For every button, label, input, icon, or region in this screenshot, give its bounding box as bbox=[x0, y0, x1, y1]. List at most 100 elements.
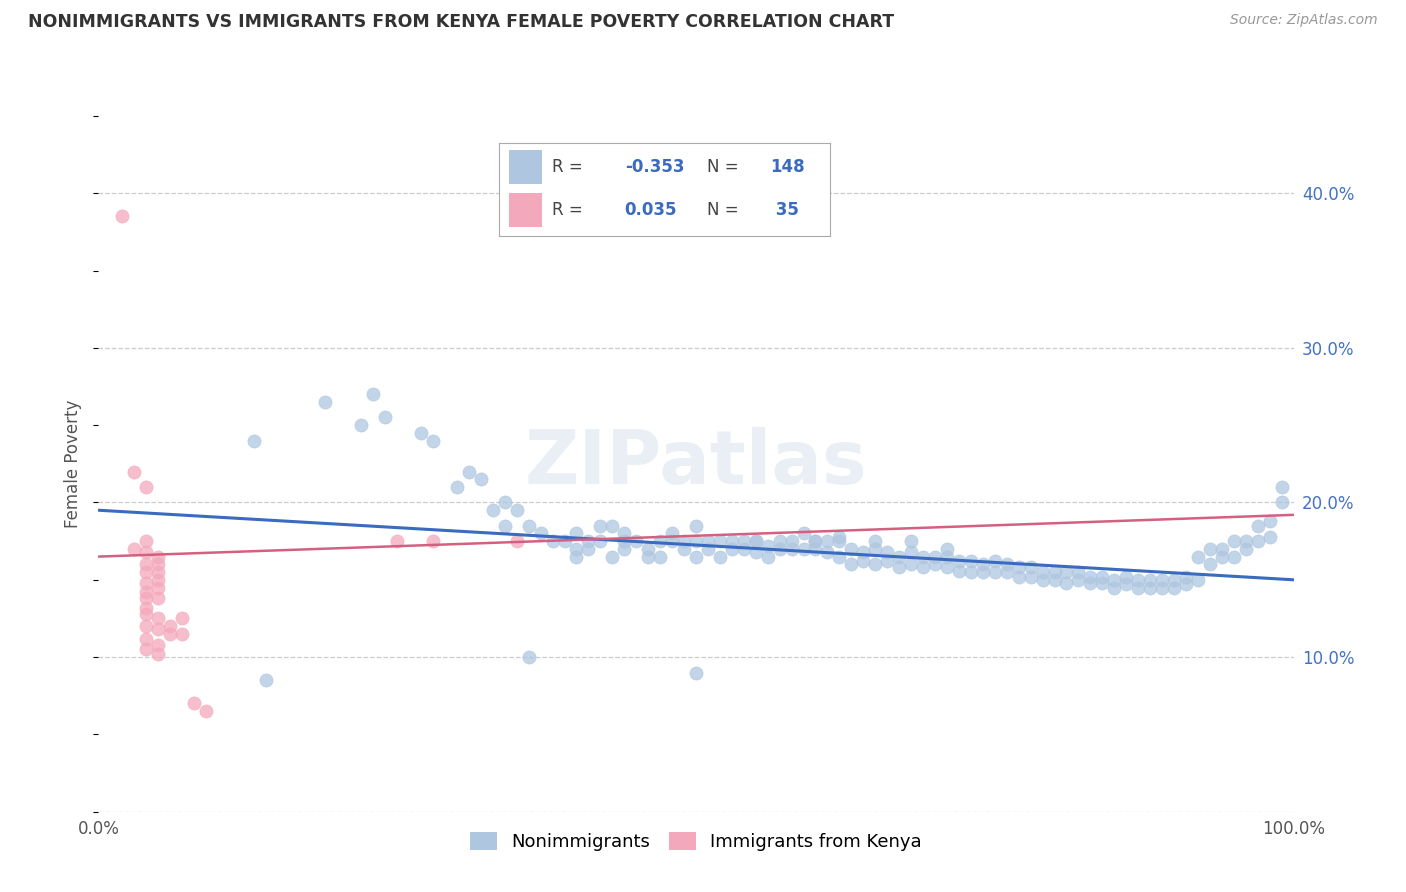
Text: 0.035: 0.035 bbox=[624, 202, 678, 219]
Point bbox=[1175, 577, 1198, 591]
Point bbox=[148, 549, 170, 564]
FancyBboxPatch shape bbox=[509, 194, 543, 227]
Point bbox=[900, 558, 922, 572]
Point bbox=[1067, 573, 1090, 587]
Point bbox=[948, 554, 970, 568]
Point bbox=[565, 549, 588, 564]
Point bbox=[411, 425, 433, 440]
Point bbox=[733, 534, 755, 549]
Point bbox=[172, 611, 194, 625]
Point bbox=[900, 534, 922, 549]
Legend: Nonimmigrants, Immigrants from Kenya: Nonimmigrants, Immigrants from Kenya bbox=[463, 824, 929, 858]
Point bbox=[972, 565, 994, 579]
Point bbox=[1019, 570, 1042, 584]
Point bbox=[745, 534, 768, 549]
Point bbox=[1043, 565, 1066, 579]
Point bbox=[924, 549, 946, 564]
Point bbox=[804, 541, 827, 556]
Point bbox=[828, 529, 851, 543]
Point bbox=[1163, 573, 1185, 587]
Point bbox=[1150, 573, 1173, 587]
Point bbox=[350, 418, 373, 433]
Point bbox=[863, 541, 887, 556]
Point bbox=[959, 554, 981, 568]
Point bbox=[756, 539, 779, 553]
Point bbox=[565, 526, 588, 541]
Point bbox=[637, 549, 659, 564]
Point bbox=[685, 665, 707, 680]
Point bbox=[148, 638, 170, 652]
Point bbox=[804, 534, 827, 549]
Point bbox=[602, 549, 624, 564]
Point bbox=[589, 534, 612, 549]
Point bbox=[148, 573, 170, 587]
Point bbox=[1007, 570, 1029, 584]
Point bbox=[1175, 570, 1198, 584]
Point bbox=[793, 541, 815, 556]
Point bbox=[1102, 573, 1125, 587]
Point bbox=[243, 434, 266, 448]
Point bbox=[661, 526, 683, 541]
Point bbox=[1271, 495, 1294, 509]
Text: Source: ZipAtlas.com: Source: ZipAtlas.com bbox=[1230, 13, 1378, 28]
Point bbox=[135, 585, 157, 599]
Point bbox=[1234, 534, 1257, 549]
Point bbox=[1258, 529, 1281, 543]
Point bbox=[768, 541, 790, 556]
Point bbox=[194, 704, 218, 718]
Point bbox=[172, 627, 194, 641]
Point bbox=[1102, 581, 1125, 595]
Point bbox=[135, 565, 157, 579]
Point bbox=[626, 534, 648, 549]
Point bbox=[111, 210, 134, 224]
Point bbox=[1211, 541, 1233, 556]
Point bbox=[828, 534, 851, 549]
Point bbox=[648, 549, 672, 564]
Point bbox=[446, 480, 468, 494]
Point bbox=[602, 518, 624, 533]
Point bbox=[1271, 480, 1294, 494]
Point bbox=[1198, 558, 1220, 572]
Point bbox=[135, 632, 157, 646]
Point bbox=[1128, 581, 1150, 595]
Point bbox=[135, 534, 157, 549]
Point bbox=[852, 545, 875, 559]
Point bbox=[1054, 575, 1078, 590]
Point bbox=[554, 534, 576, 549]
Point bbox=[517, 650, 540, 665]
Point bbox=[685, 518, 707, 533]
Point bbox=[1043, 573, 1066, 587]
Point bbox=[697, 534, 720, 549]
Point bbox=[1067, 565, 1090, 579]
Point bbox=[815, 534, 838, 549]
Point bbox=[613, 526, 636, 541]
Point bbox=[148, 558, 170, 572]
Point bbox=[135, 607, 157, 621]
Point bbox=[1163, 581, 1185, 595]
Point bbox=[1019, 560, 1042, 574]
Point bbox=[841, 541, 863, 556]
Point bbox=[135, 480, 157, 494]
Point bbox=[135, 600, 157, 615]
Point bbox=[1234, 541, 1257, 556]
Y-axis label: Female Poverty: Female Poverty bbox=[65, 400, 83, 528]
Point bbox=[733, 541, 755, 556]
Point bbox=[576, 541, 599, 556]
Point bbox=[315, 395, 337, 409]
Point bbox=[1246, 534, 1268, 549]
Point bbox=[183, 697, 205, 711]
Point bbox=[529, 526, 551, 541]
Point bbox=[1258, 514, 1281, 528]
Point bbox=[900, 545, 922, 559]
Point bbox=[374, 410, 396, 425]
Point bbox=[661, 534, 683, 549]
Point bbox=[673, 534, 696, 549]
Point bbox=[1091, 575, 1114, 590]
Point bbox=[541, 534, 564, 549]
Point bbox=[576, 534, 599, 549]
Point bbox=[768, 534, 790, 549]
Point bbox=[984, 554, 1007, 568]
Point bbox=[863, 558, 887, 572]
Point bbox=[959, 565, 981, 579]
Point bbox=[124, 541, 146, 556]
